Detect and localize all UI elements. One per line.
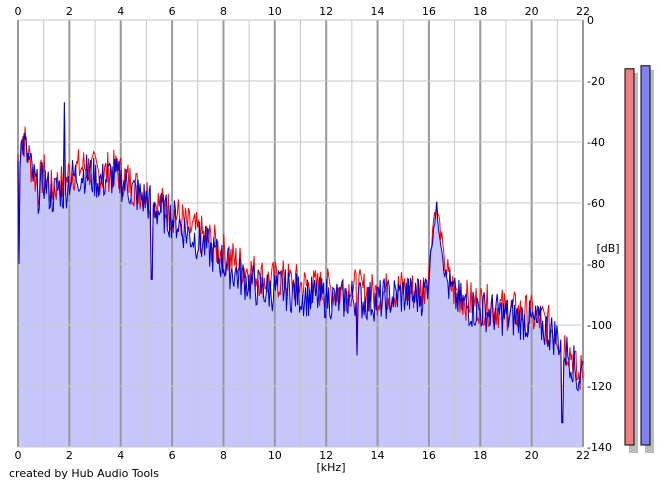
x-tick-label-top: 10	[268, 5, 282, 18]
spectrum-area	[18, 102, 583, 448]
x-tick-label-bottom: 14	[371, 449, 385, 462]
x-tick-label-top: 16	[422, 5, 436, 18]
y-tick-label: -100	[587, 319, 612, 332]
x-axis-label: [kHz]	[317, 461, 346, 474]
credit-text: created by Hub Audio Tools	[9, 467, 159, 480]
y-axis-label: [dB]	[596, 242, 619, 255]
x-tick-label-bottom: 16	[422, 449, 436, 462]
y-tick-label: -20	[587, 75, 605, 88]
level-meter-red	[624, 68, 635, 446]
axis-ticks: 002244668810101212141416161818202022220-…	[15, 5, 612, 462]
x-tick-label-bottom: 4	[117, 449, 124, 462]
spectrum-fill	[18, 102, 583, 448]
y-tick-label: -140	[587, 441, 612, 454]
x-tick-label-top: 4	[117, 5, 124, 18]
x-tick-label-bottom: 0	[15, 449, 22, 462]
x-tick-label-bottom: 2	[66, 449, 73, 462]
y-tick-label: -80	[587, 258, 605, 271]
y-tick-label: -60	[587, 197, 605, 210]
x-tick-label-bottom: 18	[473, 449, 487, 462]
grid	[17, 19, 584, 448]
x-tick-label-top: 22	[576, 5, 590, 18]
level-meter-blue	[640, 65, 651, 446]
x-tick-label-top: 18	[473, 5, 487, 18]
x-tick-label-bottom: 8	[220, 449, 227, 462]
y-tick-label: -40	[587, 136, 605, 149]
level-meters	[624, 65, 654, 454]
spectrum-lines	[17, 102, 584, 424]
x-tick-label-bottom: 12	[319, 449, 333, 462]
x-tick-label-bottom: 6	[169, 449, 176, 462]
x-tick-label-bottom: 10	[268, 449, 282, 462]
x-tick-label-bottom: 22	[576, 449, 590, 462]
x-tick-label-top: 2	[66, 5, 73, 18]
x-tick-label-top: 20	[525, 5, 539, 18]
x-tick-label-top: 6	[169, 5, 176, 18]
y-tick-label: 0	[587, 14, 594, 27]
x-tick-label-top: 0	[15, 5, 22, 18]
series-line-blue	[17, 102, 584, 424]
x-tick-label-top: 8	[220, 5, 227, 18]
x-tick-label-top: 12	[319, 5, 333, 18]
x-tick-label-top: 14	[371, 5, 385, 18]
x-tick-label-bottom: 20	[525, 449, 539, 462]
y-tick-label: -120	[587, 380, 612, 393]
